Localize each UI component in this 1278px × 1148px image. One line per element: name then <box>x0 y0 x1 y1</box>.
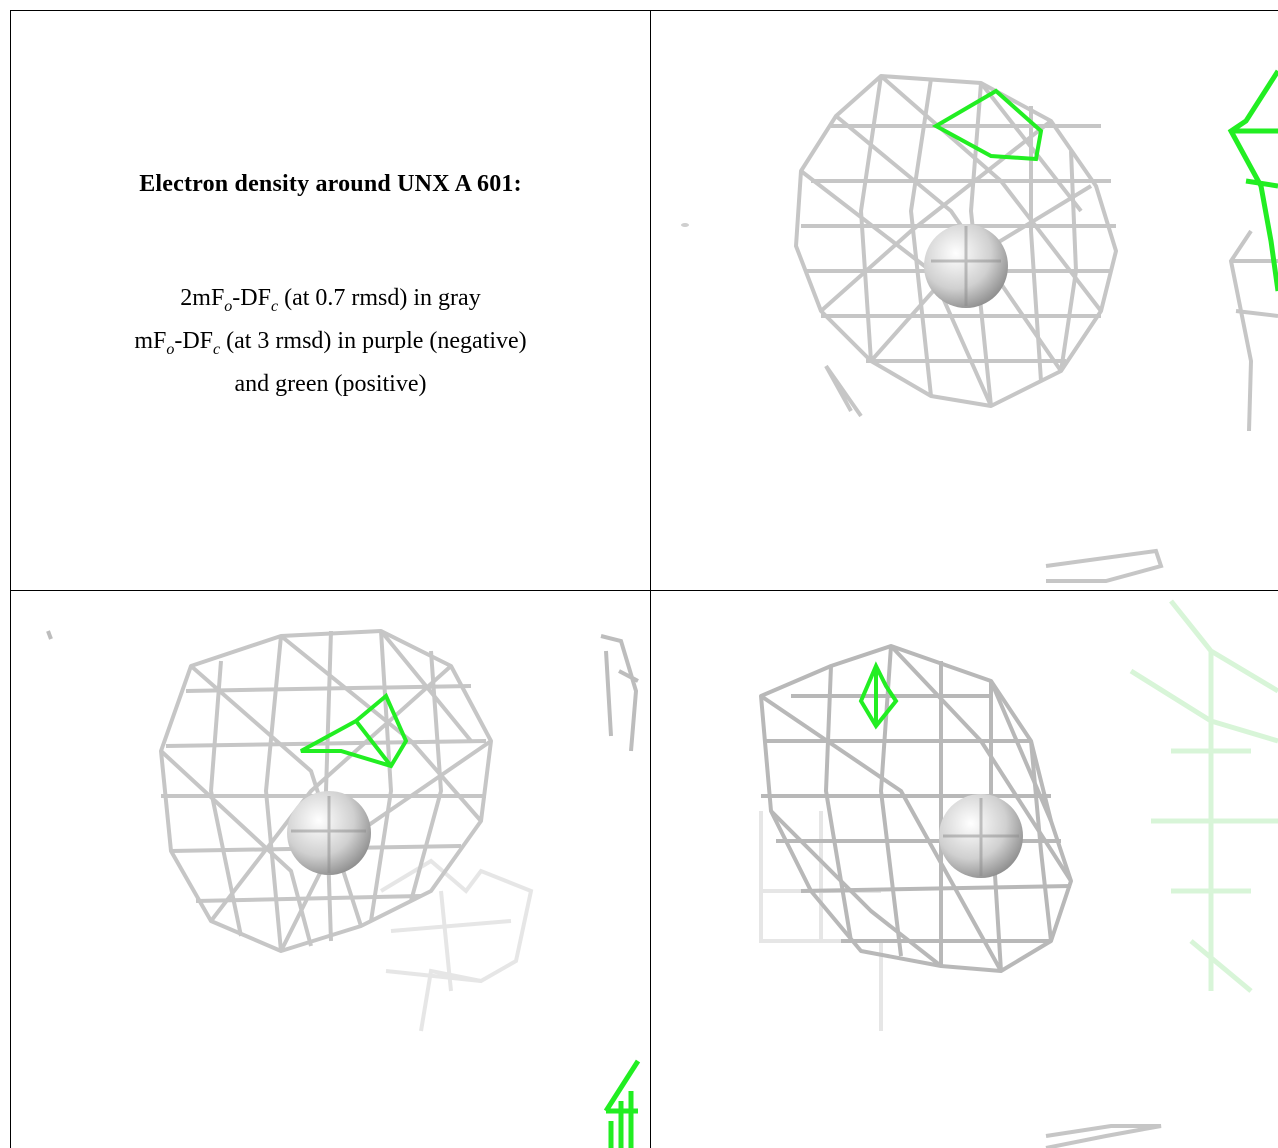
figure-title: Electron density around UNX A 601: <box>139 171 522 197</box>
frame-left-border <box>10 10 11 1148</box>
frame-center-border <box>650 10 651 1148</box>
faint-gray-mesh <box>379 858 534 1032</box>
density-render-1 <box>681 69 1278 583</box>
legend-line-2fo-fc: 2mFo-DFc (at 0.7 rmsd) in gray <box>180 285 481 315</box>
gray-mesh-fragments <box>46 630 639 752</box>
frame-middle-border <box>10 590 1278 591</box>
faint-gray-mesh <box>759 811 883 1031</box>
gray-mesh <box>759 644 1073 973</box>
green-positive-mesh <box>931 88 1044 162</box>
density-view-bottom-right <box>651 591 1278 1148</box>
legend-line-fo-fc: mFo-DFc (at 3 rmsd) in purple (negative) <box>134 327 527 358</box>
legend-line-green: and green (positive) <box>234 370 427 397</box>
caption-panel: Electron density around UNX A 601: 2mFo-… <box>11 11 650 590</box>
faint-green-mesh <box>1129 599 1278 993</box>
green-positive-mesh-edge <box>603 1059 641 1148</box>
frame-top-border <box>10 10 1278 11</box>
map-legend: 2mFo-DFc (at 0.7 rmsd) in gray mFo-DFc (… <box>11 281 650 401</box>
density-render-2 <box>46 629 641 1148</box>
gray-mesh-fragments <box>1045 1124 1162 1148</box>
density-view-top-right <box>651 11 1278 590</box>
density-render-3 <box>759 599 1278 1148</box>
density-view-bottom-left <box>11 591 650 1148</box>
green-positive-mesh-edge <box>1227 69 1278 292</box>
gray-mesh-fragments <box>824 229 1278 583</box>
gray-mesh <box>159 629 493 953</box>
green-positive-mesh <box>858 661 899 730</box>
green-positive-mesh <box>300 692 409 769</box>
